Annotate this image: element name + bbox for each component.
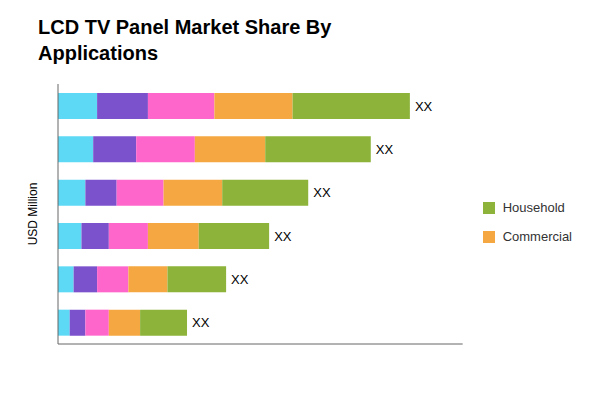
svg-text:XX: XX [231, 272, 249, 287]
svg-text:XX: XX [274, 229, 292, 244]
svg-text:XX: XX [192, 315, 210, 330]
svg-text:XX: XX [415, 99, 433, 114]
svg-text:USD Million: USD Million [26, 183, 40, 246]
html-text:Commercial: Commercial [502, 229, 572, 244]
svg-text:XX: XX [313, 185, 331, 200]
html-text:Applications: Applications [38, 42, 158, 64]
html-text:LCD TV Panel Market Share By: LCD TV Panel Market Share By [38, 16, 332, 38]
html-text:Household: Household [502, 200, 565, 215]
svg-text:XX: XX [376, 142, 394, 157]
